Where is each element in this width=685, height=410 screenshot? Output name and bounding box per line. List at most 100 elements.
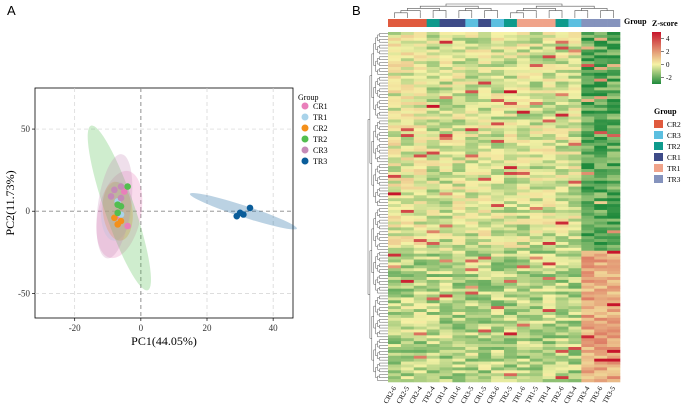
heatmap-cell bbox=[542, 93, 556, 97]
heatmap-cell bbox=[465, 326, 479, 330]
heatmap-cell bbox=[594, 218, 608, 222]
heatmap-cell bbox=[413, 204, 427, 208]
heatmap-cell bbox=[555, 58, 569, 62]
heatmap-cell bbox=[491, 34, 505, 39]
heatmap-cell bbox=[439, 180, 453, 184]
heatmap-cell bbox=[594, 355, 608, 359]
heatmap-cell bbox=[439, 224, 453, 228]
heatmap-cell bbox=[400, 317, 415, 322]
heatmap-cell bbox=[426, 347, 440, 351]
heatmap-cell bbox=[400, 151, 415, 155]
heatmap-cell bbox=[426, 139, 440, 144]
heatmap-cell bbox=[555, 250, 569, 254]
heatmap-cell bbox=[465, 279, 479, 284]
heatmap-cell bbox=[542, 186, 556, 190]
heatmap-cell bbox=[426, 125, 440, 129]
heatmap-cell bbox=[439, 52, 453, 56]
heatmap-cell bbox=[504, 154, 518, 158]
heatmap-cell bbox=[516, 373, 531, 377]
heatmap-cell bbox=[426, 209, 440, 214]
heatmap-cell bbox=[400, 183, 415, 187]
heatmap-cell bbox=[439, 32, 453, 36]
heatmap-cell bbox=[465, 154, 479, 158]
heatmap-cell bbox=[413, 376, 427, 380]
heatmap-cell bbox=[413, 259, 427, 263]
heatmap-cell bbox=[400, 81, 415, 85]
heatmap-cell bbox=[581, 306, 595, 310]
row-dendrogram-branch bbox=[377, 58, 380, 65]
heatmap-cell bbox=[504, 34, 518, 39]
heatmap-cell bbox=[542, 221, 556, 225]
pca-points bbox=[107, 183, 254, 230]
heatmap-cell bbox=[568, 67, 582, 71]
heatmap-cell bbox=[413, 297, 427, 301]
row-dendrogram-branch bbox=[379, 374, 382, 378]
heatmap-cell bbox=[516, 195, 531, 199]
heatmap-cell bbox=[491, 160, 505, 164]
heatmap-cell bbox=[504, 69, 518, 74]
heatmap-cell bbox=[516, 239, 531, 243]
heatmap-cell bbox=[516, 32, 531, 36]
heatmap-cell bbox=[452, 32, 466, 36]
heatmap-cell bbox=[400, 64, 415, 68]
heatmap-cell bbox=[504, 297, 518, 301]
heatmap-cell bbox=[388, 253, 402, 257]
heatmap-cell bbox=[529, 67, 543, 71]
heatmap-cell bbox=[439, 174, 453, 179]
heatmap-cell bbox=[452, 312, 466, 316]
heatmap-cell bbox=[388, 373, 402, 377]
heatmap-cell bbox=[529, 128, 543, 132]
heatmap-cell bbox=[529, 361, 543, 365]
heatmap-cell bbox=[491, 61, 505, 65]
row-dendrogram-branch bbox=[371, 141, 374, 186]
heatmap-cell bbox=[529, 160, 543, 164]
heatmap-cell bbox=[581, 338, 595, 342]
heatmap-cell bbox=[555, 218, 569, 222]
heatmap-cell bbox=[504, 55, 518, 59]
heatmap-cell bbox=[581, 67, 595, 71]
heatmap-cell bbox=[400, 122, 415, 126]
heatmap-cell bbox=[504, 119, 518, 123]
heatmap-cell bbox=[426, 93, 440, 97]
heatmap-cell bbox=[400, 40, 415, 44]
heatmap-cell bbox=[491, 247, 505, 252]
heatmap-cell bbox=[542, 113, 556, 117]
heatmap-cell bbox=[439, 163, 453, 167]
heatmap-cell bbox=[413, 99, 427, 103]
heatmap-cell bbox=[529, 201, 543, 205]
heatmap-cell bbox=[542, 67, 556, 71]
heatmap-cell bbox=[400, 224, 415, 228]
heatmap-cell bbox=[568, 90, 582, 94]
heatmap-cell bbox=[555, 139, 569, 144]
heatmap-cell bbox=[581, 180, 595, 184]
row-dendrogram-branch bbox=[379, 330, 382, 335]
heatmap-cell bbox=[555, 221, 569, 225]
heatmap-cell bbox=[491, 379, 505, 383]
heatmap-cell bbox=[426, 142, 440, 147]
heatmap-cell bbox=[581, 93, 595, 97]
heatmap-cell bbox=[581, 364, 595, 368]
heatmap-cell bbox=[529, 218, 543, 222]
heatmap-cell bbox=[400, 265, 415, 269]
row-dendrogram-branch bbox=[377, 46, 380, 53]
x-tick-label: 40 bbox=[269, 323, 279, 333]
heatmap-cell bbox=[478, 180, 492, 184]
heatmap-cell bbox=[388, 163, 402, 167]
heatmap-cell bbox=[426, 122, 440, 126]
heatmap-cell bbox=[413, 174, 427, 179]
group-legend-swatch-tr2 bbox=[654, 142, 663, 150]
heatmap-cell bbox=[607, 90, 621, 94]
heatmap-cell bbox=[400, 157, 415, 161]
heatmap-cell bbox=[529, 99, 543, 103]
heatmap-cell bbox=[478, 367, 492, 371]
dendrogram-branch bbox=[535, 5, 595, 9]
heatmap-cell bbox=[607, 87, 621, 91]
heatmap-cell bbox=[581, 34, 595, 39]
heatmap-cell bbox=[594, 58, 608, 62]
heatmap-cell bbox=[426, 349, 440, 354]
heatmap-cell bbox=[607, 151, 621, 155]
row-dendrogram-branch bbox=[377, 244, 380, 250]
heatmap-cell bbox=[504, 122, 518, 126]
heatmap-cell bbox=[555, 239, 569, 243]
heatmap-cell bbox=[542, 96, 556, 100]
